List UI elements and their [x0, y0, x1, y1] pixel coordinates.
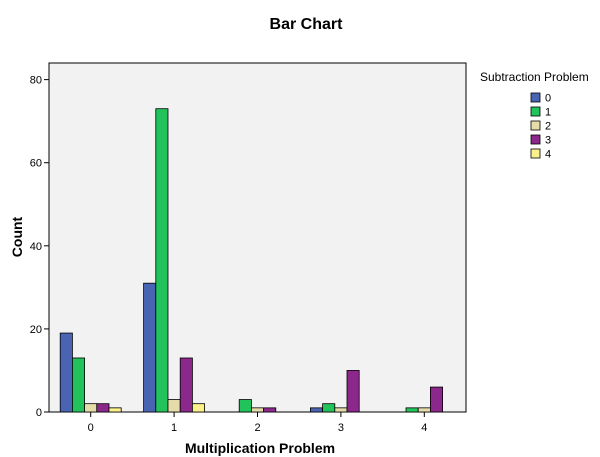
bar-cat-2-series-3 [263, 407, 277, 413]
bar-cat-3-series-0 [309, 407, 323, 413]
y-tick-label: 0 [36, 407, 42, 419]
y-axis-label: Count [9, 216, 25, 257]
bar-cat-3-series-1 [322, 403, 336, 413]
y-tick-label: 40 [30, 241, 42, 253]
bar-cat-0-series-3 [96, 403, 110, 413]
bar-cat-0-series-1 [72, 357, 86, 413]
legend-swatch-0 [530, 92, 541, 103]
y-tick-label: 80 [30, 75, 42, 87]
legend-title: Subtraction Problem [480, 70, 589, 84]
y-tick-label: 20 [30, 324, 42, 336]
legend: Subtraction Problem 0 1 2 3 4 [480, 70, 589, 161]
bar-cat-2-series-1 [238, 399, 252, 413]
bar-cat-0-series-0 [59, 332, 73, 413]
x-axis-label: Multiplication Problem [185, 440, 335, 456]
legend-swatch-1 [530, 106, 541, 117]
legend-label-0: 0 [545, 93, 551, 105]
x-tick-label: 2 [254, 422, 260, 434]
x-tick-label: 1 [171, 422, 177, 434]
bar-cat-1-series-4 [191, 403, 205, 413]
legend-label-2: 2 [545, 121, 551, 133]
legend-label-3: 3 [545, 135, 551, 147]
legend-swatch-3 [530, 134, 541, 145]
bar-cat-3-series-3 [346, 370, 360, 413]
x-tick-label: 4 [421, 422, 427, 434]
bar-cat-3-series-2 [334, 407, 348, 413]
bar-cat-4-series-2 [417, 407, 431, 413]
bar-cat-0-series-4 [108, 407, 122, 413]
y-tick-label: 60 [30, 158, 42, 170]
bar-cat-1-series-0 [143, 282, 157, 413]
chart-title: Bar Chart [270, 16, 344, 33]
bar-cat-0-series-2 [84, 403, 98, 413]
bar-cat-4-series-1 [405, 407, 419, 413]
x-tick-label: 0 [88, 422, 94, 434]
legend-swatch-4 [530, 148, 541, 159]
bars-group [59, 108, 443, 413]
y-axis: 0 20 40 60 80 [30, 75, 49, 419]
x-axis: 0 1 2 3 4 [88, 412, 427, 434]
legend-label-4: 4 [545, 149, 551, 161]
plot-area [48, 62, 467, 413]
bar-cat-1-series-1 [155, 108, 169, 413]
bar-cat-2-series-2 [250, 407, 264, 413]
bar-cat-1-series-3 [179, 357, 193, 413]
legend-label-1: 1 [545, 107, 551, 119]
legend-swatch-2 [530, 120, 541, 131]
x-tick-label: 3 [338, 422, 344, 434]
bar-cat-4-series-3 [429, 386, 443, 413]
bar-cat-1-series-2 [167, 399, 181, 413]
